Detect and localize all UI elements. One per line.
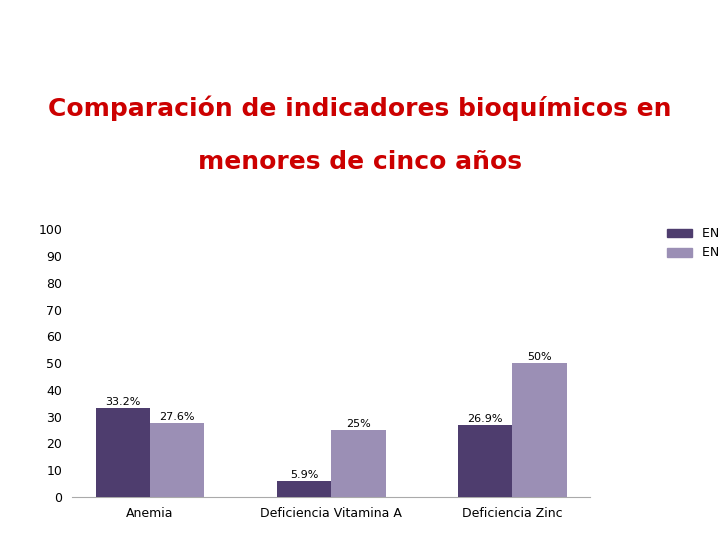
Bar [458,425,513,497]
Bar [276,481,331,497]
Text: 5.9%: 5.9% [290,470,318,480]
Bar [513,363,567,497]
Bar [96,408,150,497]
Bar [150,423,204,497]
Text: Comparación de indicadores bioquímicos en: Comparación de indicadores bioquímicos e… [48,95,672,121]
Text: 27.6%: 27.6% [159,411,195,422]
Bar [331,430,386,497]
Legend: ENSIN 2005, ENSIN 2010: ENSIN 2005, ENSIN 2010 [662,222,720,265]
Text: 25%: 25% [346,418,371,429]
Text: menores de cinco años: menores de cinco años [198,150,522,174]
Text: 33.2%: 33.2% [105,397,140,407]
Text: 50%: 50% [527,352,552,362]
Text: 26.9%: 26.9% [467,414,503,423]
